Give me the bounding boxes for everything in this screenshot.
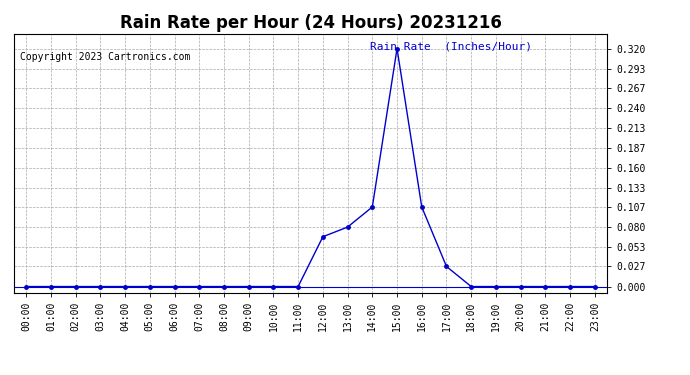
Text: Rain Rate  (Inches/Hour): Rain Rate (Inches/Hour) [370,42,532,51]
Text: Copyright 2023 Cartronics.com: Copyright 2023 Cartronics.com [20,52,190,62]
Title: Rain Rate per Hour (24 Hours) 20231216: Rain Rate per Hour (24 Hours) 20231216 [119,14,502,32]
